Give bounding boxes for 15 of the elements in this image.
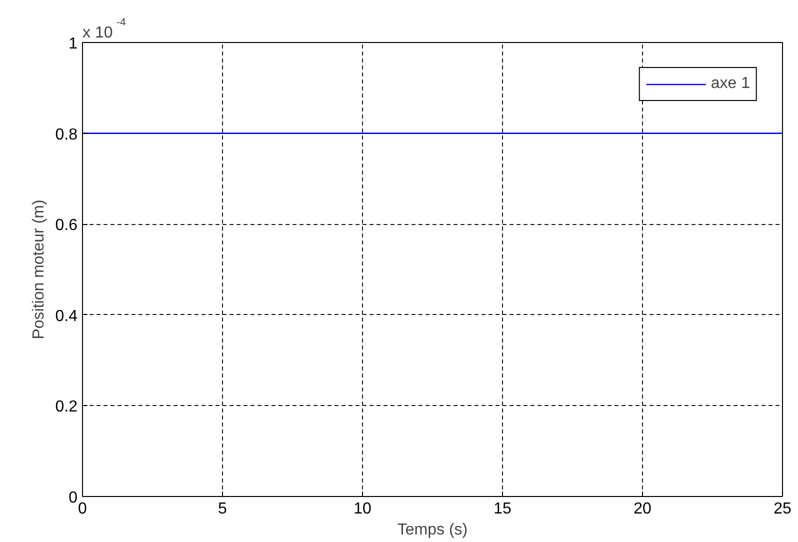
legend-label: axe 1 — [710, 75, 750, 93]
y-tick-label: 0.4 — [55, 308, 78, 325]
x-tick-label: 10 — [354, 500, 372, 518]
y-axis-title: Position moteur (m) — [30, 200, 48, 340]
y-tick-label: 0.6 — [55, 217, 78, 234]
x-tick-label: 15 — [494, 500, 512, 518]
x-tick-label: 5 — [218, 500, 228, 518]
y-tick-label: 0.2 — [55, 398, 78, 416]
x-tick-label: 20 — [634, 500, 652, 518]
y-tick-label: 0 — [68, 490, 78, 506]
x-tick-label: 25 — [774, 500, 792, 518]
y-tick-label: 0.8 — [55, 126, 78, 144]
x-axis-title: Temps (s) — [397, 522, 468, 538]
y-tick-label: 1 — [68, 36, 78, 52]
text: x 10-4 — [82, 16, 126, 42]
